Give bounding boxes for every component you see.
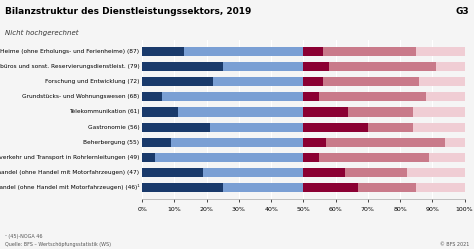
Bar <box>445 138 465 147</box>
Bar <box>368 123 413 131</box>
Bar <box>142 183 223 192</box>
Bar <box>416 47 465 56</box>
Bar <box>303 77 323 86</box>
Bar <box>413 123 465 131</box>
Bar <box>210 123 303 131</box>
Bar <box>436 62 465 71</box>
Bar <box>303 92 319 101</box>
Text: Quelle: BFS – Wertschöpfungsstatistik (WS): Quelle: BFS – Wertschöpfungsstatistik (W… <box>5 242 111 247</box>
Text: ¹ (45)-NOGA 46: ¹ (45)-NOGA 46 <box>5 234 42 239</box>
Bar <box>329 62 436 71</box>
Bar <box>171 138 303 147</box>
Bar <box>203 168 303 177</box>
Bar <box>319 92 426 101</box>
Text: Nicht hochgerechnet: Nicht hochgerechnet <box>5 30 78 36</box>
Bar <box>416 183 465 192</box>
Bar <box>303 108 348 117</box>
Text: G3: G3 <box>456 7 469 16</box>
Bar <box>303 47 323 56</box>
Bar <box>319 153 429 162</box>
Bar <box>142 77 213 86</box>
Bar <box>184 47 303 56</box>
Bar <box>178 108 303 117</box>
Bar <box>429 153 465 162</box>
Bar <box>142 47 184 56</box>
Bar <box>413 108 465 117</box>
Bar <box>426 92 465 101</box>
Bar <box>142 153 155 162</box>
Bar <box>303 153 319 162</box>
Bar <box>142 123 210 131</box>
Bar <box>303 168 345 177</box>
Bar <box>303 62 329 71</box>
Bar <box>223 183 303 192</box>
Bar <box>303 138 326 147</box>
Bar <box>213 77 303 86</box>
Bar <box>303 183 358 192</box>
Bar <box>358 183 416 192</box>
Bar <box>142 62 223 71</box>
Bar <box>323 77 419 86</box>
Bar <box>142 168 203 177</box>
Bar <box>155 153 303 162</box>
Bar <box>326 138 445 147</box>
Bar <box>407 168 465 177</box>
Bar <box>223 62 303 71</box>
Text: © BFS 2021: © BFS 2021 <box>440 242 469 247</box>
Bar <box>162 92 303 101</box>
Text: Bilanzstruktur des Dienstleistungssektors, 2019: Bilanzstruktur des Dienstleistungssektor… <box>5 7 251 16</box>
Bar <box>303 123 368 131</box>
Bar <box>142 92 162 101</box>
Bar <box>323 47 416 56</box>
Bar <box>142 108 178 117</box>
Bar <box>348 108 413 117</box>
Bar <box>142 138 171 147</box>
Bar <box>345 168 407 177</box>
Bar <box>419 77 465 86</box>
